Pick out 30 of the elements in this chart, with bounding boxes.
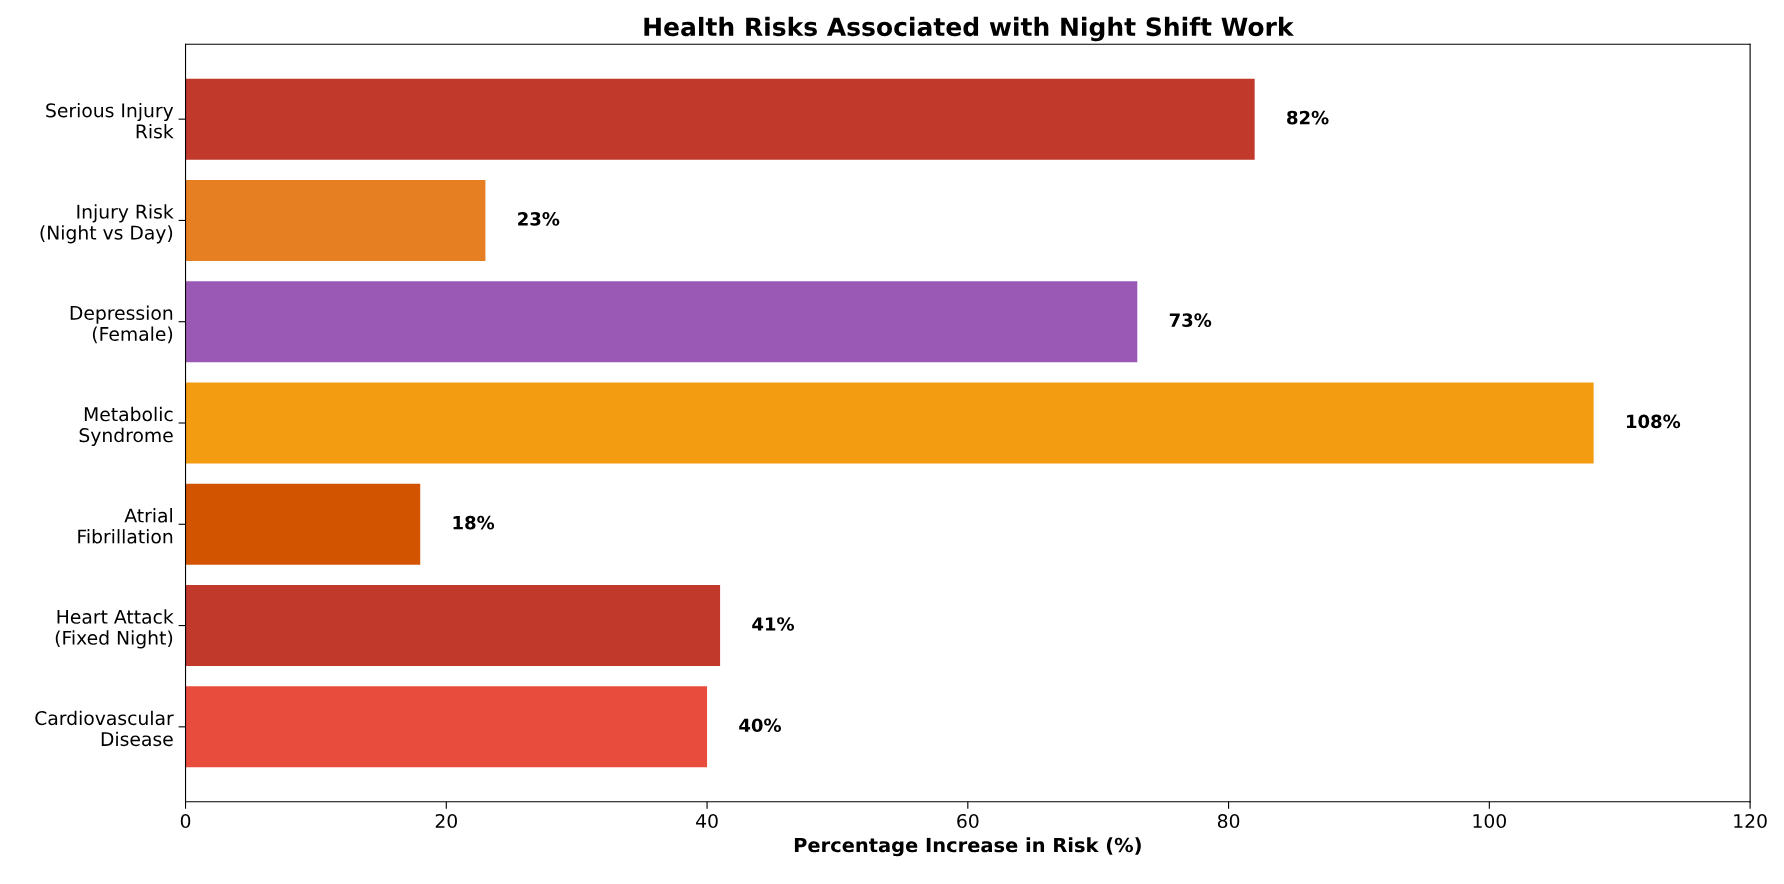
x-tick-label: 0 (180, 813, 191, 829)
bar (185, 281, 1138, 363)
chart-title: Health Risks Associated with Night Shift Work (644, 16, 1294, 42)
x-tick-label: 60 (957, 813, 979, 829)
data-label: 23% (518, 212, 560, 226)
y-tick-label: Heart Attack (Fixed Night) (55, 609, 174, 649)
x-tick-label: 120 (1734, 813, 1767, 829)
x-tick-label: 80 (1217, 813, 1240, 829)
bar (185, 179, 486, 261)
x-axis-title: Percentage Increase in Risk (%) (794, 837, 1141, 857)
bar (185, 686, 708, 768)
bar (185, 483, 421, 565)
y-tick-label: Atrial Fibrillation (78, 508, 173, 544)
bar (185, 585, 721, 667)
y-tick-label: Depression (Female) (70, 305, 173, 344)
x-tick-label: 40 (696, 813, 718, 829)
data-label: 40% (739, 718, 781, 733)
data-label: 18% (453, 515, 495, 530)
y-tick-label: Serious Injury Risk (46, 102, 174, 139)
bar (185, 78, 1255, 160)
y-tick-label: Metabolic Syndrome (79, 406, 173, 446)
y-tick-label: Injury Risk (Night vs Day) (40, 204, 174, 244)
data-label: 41% (752, 617, 795, 631)
bar (185, 382, 1594, 464)
data-label: 108% (1626, 414, 1681, 429)
x-tick-label: 100 (1473, 813, 1506, 829)
data-label: 73% (1169, 313, 1212, 327)
data-label: 82% (1287, 110, 1329, 125)
x-tick-label: 20 (435, 813, 457, 829)
y-tick-label: Cardiovascular Disease (35, 710, 174, 747)
